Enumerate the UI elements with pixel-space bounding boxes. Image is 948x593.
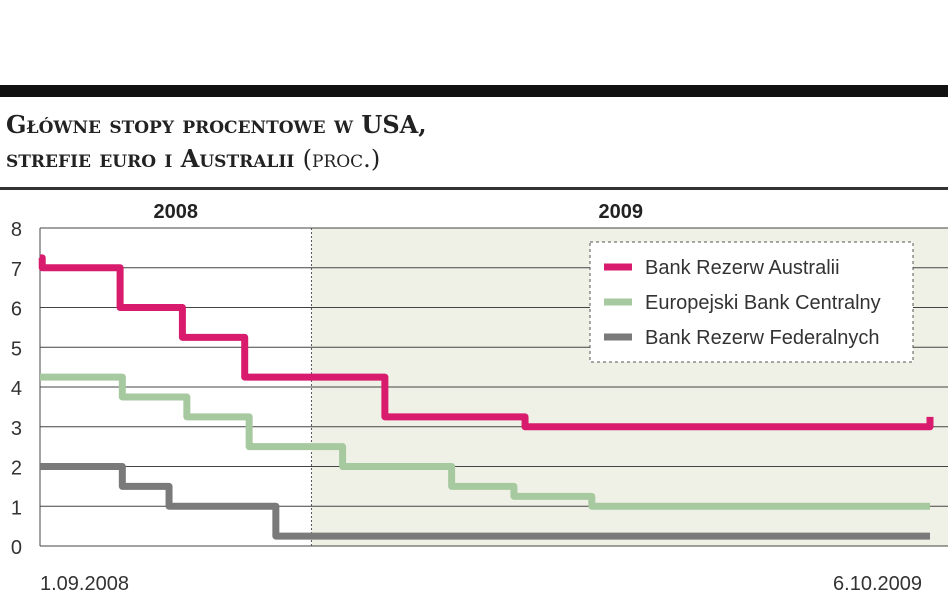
- x-end-label: 6.10.2009: [833, 573, 922, 593]
- top-bar: [0, 85, 948, 97]
- y-tick-label: 7: [11, 259, 22, 281]
- series-lines: [38, 254, 934, 540]
- title-line-2: strefie euro i Australii: [6, 144, 295, 173]
- title-rule: [0, 187, 948, 190]
- y-tick-label: 8: [11, 219, 22, 241]
- y-tick-label: 1: [11, 497, 22, 519]
- y-tick-label: 3: [11, 418, 22, 440]
- year-labels: 2008 2009: [153, 201, 642, 223]
- y-tick-label: 2: [11, 458, 22, 480]
- y-tick-label: 6: [11, 299, 22, 321]
- y-tick-label: 0: [11, 537, 22, 559]
- title-unit: (proc.): [302, 145, 381, 173]
- y-tick-label: 4: [11, 378, 22, 400]
- chart-title: Główne stopy procentowe w USA, strefie e…: [6, 108, 706, 176]
- y-axis: 0 1 2 3 4 5 6 7 8: [11, 219, 41, 559]
- x-start-label: 1.09.2008: [40, 573, 129, 593]
- series-line-2: [40, 373, 930, 510]
- legend: Bank Rezerw Australii Europejski Bank Cen…: [589, 241, 914, 363]
- legend-label: Bank Rezerw Federalnych: [645, 327, 880, 349]
- legend-label: Bank Rezerw Australii: [645, 257, 840, 279]
- year-label-2008: 2008: [153, 201, 198, 223]
- y-tick-label: 5: [11, 338, 22, 360]
- year-label-2009: 2009: [598, 201, 643, 223]
- series-line-3: [40, 463, 930, 540]
- rate-chart: 0 1 2 3 4 5 6 7 8 2008 2009 Bank Rezerw Australi…: [11, 201, 948, 593]
- legend-label: Europejski Bank Centralny: [645, 292, 881, 314]
- title-line-1: Główne stopy procentowe w USA,: [6, 110, 427, 139]
- series-line-1: [38, 254, 934, 431]
- legend-box: [589, 241, 914, 363]
